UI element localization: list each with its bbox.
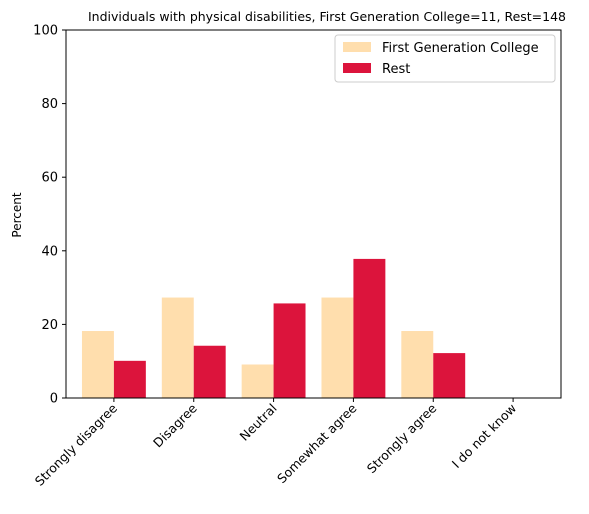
bar-first-generation-2 [241,364,274,398]
y-tick-label: 60 [41,171,58,186]
y-axis-label: Percent [10,192,24,237]
chart-title: Individuals with physical disabilities, … [88,9,566,24]
bar-rest-0 [113,360,146,398]
bar-first-generation-1 [161,297,194,398]
y-tick-label: 80 [41,97,58,112]
x-tick-label: Disagree [150,400,200,450]
x-tick-label: Strongly disagree [32,400,120,488]
bar-rest-3 [353,258,386,398]
legend-label: Rest [382,62,410,77]
legend-swatch [343,42,371,52]
legend: First Generation College Rest [334,34,556,83]
bar-rest-1 [193,345,226,398]
bar-rest-4 [433,353,466,398]
legend-swatch [343,63,371,73]
x-tick-label: Somewhat agree [274,400,360,486]
legend-label: First Generation College [382,41,539,56]
bar-first-generation-4 [401,331,434,398]
x-tick-label: Neutral [236,401,279,444]
bar-first-generation-0 [81,331,114,398]
y-tick-label: 100 [33,24,58,39]
legend-box [334,34,556,83]
y-tick-label: 0 [50,392,58,407]
plot-frame [65,29,562,399]
x-tick-label: Strongly agree [364,400,440,476]
bar-first-generation-3 [321,297,354,398]
x-tick-label: I do not know [449,401,520,472]
bar-rest-2 [273,303,306,398]
y-tick-label: 40 [41,244,58,259]
y-axis: 0 20 40 60 80 100 [33,24,66,407]
y-tick-label: 20 [41,318,58,333]
bars-group [81,258,466,398]
x-axis: Strongly disagree Disagree NeutralSomewhat… [32,398,519,489]
